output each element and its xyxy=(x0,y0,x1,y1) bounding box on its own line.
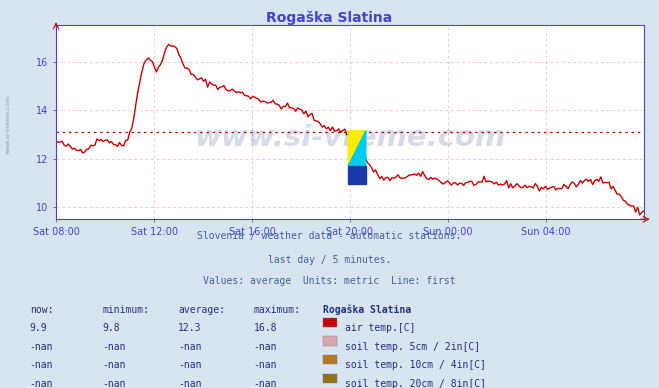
Text: -nan: -nan xyxy=(30,342,53,352)
Polygon shape xyxy=(348,131,366,166)
Text: -nan: -nan xyxy=(102,379,126,388)
Text: Rogaška Slatina: Rogaška Slatina xyxy=(266,11,393,25)
Text: -nan: -nan xyxy=(178,342,202,352)
Text: Slovenia / weather data - automatic stations.: Slovenia / weather data - automatic stat… xyxy=(197,231,462,241)
Text: -nan: -nan xyxy=(254,360,277,371)
Text: average:: average: xyxy=(178,305,225,315)
Text: Values: average  Units: metric  Line: first: Values: average Units: metric Line: firs… xyxy=(203,276,456,286)
Text: minimum:: minimum: xyxy=(102,305,149,315)
Text: 16.8: 16.8 xyxy=(254,323,277,333)
Text: 9.8: 9.8 xyxy=(102,323,120,333)
Text: www.si-vreme.com: www.si-vreme.com xyxy=(194,124,505,152)
Text: -nan: -nan xyxy=(30,379,53,388)
Text: soil temp. 5cm / 2in[C]: soil temp. 5cm / 2in[C] xyxy=(345,342,480,352)
Text: soil temp. 10cm / 4in[C]: soil temp. 10cm / 4in[C] xyxy=(345,360,486,371)
Polygon shape xyxy=(348,131,366,166)
Text: last day / 5 minutes.: last day / 5 minutes. xyxy=(268,255,391,265)
Bar xyxy=(348,166,366,184)
Text: air temp.[C]: air temp.[C] xyxy=(345,323,416,333)
Text: -nan: -nan xyxy=(102,360,126,371)
Text: 9.9: 9.9 xyxy=(30,323,47,333)
Text: www.si-vreme.com: www.si-vreme.com xyxy=(5,94,11,154)
Text: -nan: -nan xyxy=(178,379,202,388)
Text: -nan: -nan xyxy=(254,342,277,352)
Text: -nan: -nan xyxy=(178,360,202,371)
Text: Rogaška Slatina: Rogaška Slatina xyxy=(323,305,411,315)
Text: -nan: -nan xyxy=(254,379,277,388)
Text: -nan: -nan xyxy=(102,342,126,352)
Text: maximum:: maximum: xyxy=(254,305,301,315)
Text: soil temp. 20cm / 8in[C]: soil temp. 20cm / 8in[C] xyxy=(345,379,486,388)
Text: -nan: -nan xyxy=(30,360,53,371)
Text: now:: now: xyxy=(30,305,53,315)
Text: 12.3: 12.3 xyxy=(178,323,202,333)
